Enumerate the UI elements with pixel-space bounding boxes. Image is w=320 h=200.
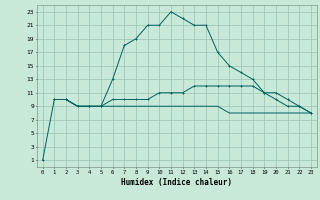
- X-axis label: Humidex (Indice chaleur): Humidex (Indice chaleur): [121, 178, 232, 187]
